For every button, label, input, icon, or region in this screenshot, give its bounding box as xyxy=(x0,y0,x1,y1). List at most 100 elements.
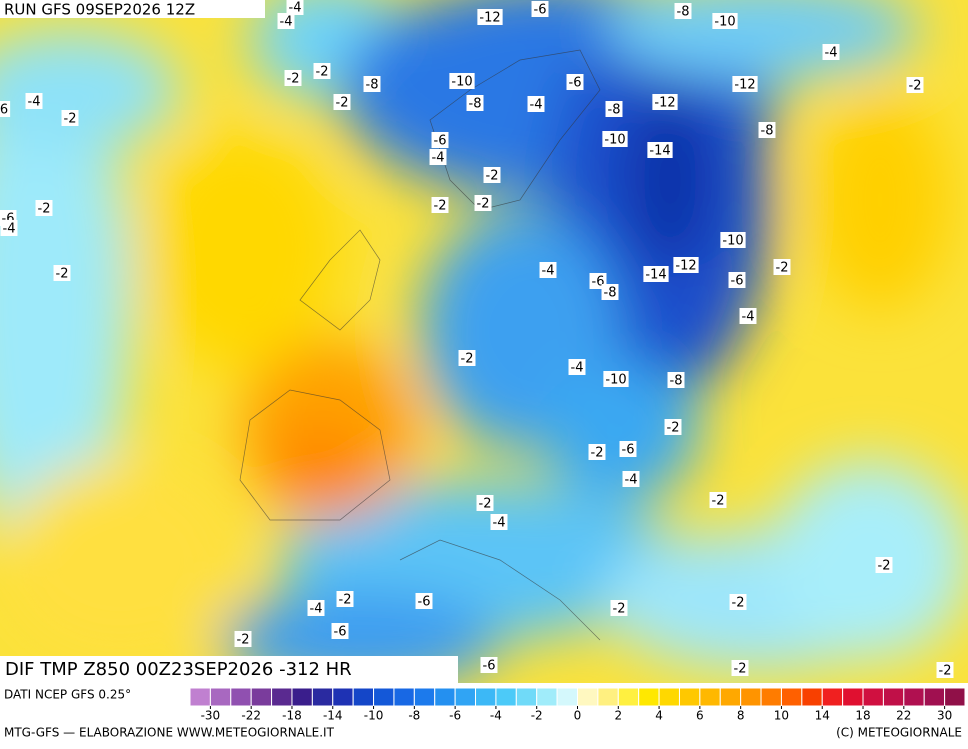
header-box xyxy=(0,0,265,18)
colorbar-swatch xyxy=(740,687,762,707)
colorbar-swatch xyxy=(352,687,375,707)
label-box xyxy=(739,308,757,324)
label-box xyxy=(0,101,11,117)
contour-label: -6 xyxy=(334,625,347,640)
contour-label: -4 xyxy=(3,222,16,237)
colorbar-swatch xyxy=(780,687,803,707)
contour-label: -4 xyxy=(280,15,293,30)
colorbar-tick-label: -30 xyxy=(201,709,221,723)
colorbar-swatch xyxy=(291,687,313,707)
label-box xyxy=(483,167,501,183)
contour-label: -6 xyxy=(622,443,635,458)
colorbar-swatch xyxy=(842,687,864,707)
label-box xyxy=(286,0,304,15)
colorbar-swatch xyxy=(230,687,252,707)
label-box xyxy=(539,262,557,278)
colorbar-tick-label: 22 xyxy=(896,709,911,723)
label-box xyxy=(610,600,628,616)
colorbar-swatch xyxy=(495,687,517,707)
contour-label: -12 xyxy=(654,96,675,111)
contour-label: -2 xyxy=(667,421,680,436)
colorbar-swatch xyxy=(617,687,640,707)
contour-label: -8 xyxy=(608,103,621,118)
contour-label: -6 xyxy=(483,659,496,674)
label-box xyxy=(601,284,619,300)
colorbar-tick-label: -10 xyxy=(364,709,384,723)
label-box xyxy=(875,557,893,573)
label-box xyxy=(588,444,606,460)
contour-label: -2 xyxy=(434,199,447,214)
label-box xyxy=(363,76,381,92)
colorbar-swatch xyxy=(821,687,844,707)
contour-label: -2 xyxy=(316,65,329,80)
contour-label: -2 xyxy=(38,202,51,217)
contour-label: -2 xyxy=(64,112,77,127)
label-box xyxy=(234,631,252,647)
contour-label: -2 xyxy=(909,79,922,94)
label-box xyxy=(431,132,449,148)
colorbar: -30 -22 -18 -14 -10 -8 -6 -4 -2 0 2 4 6 8 10 14 18 22 30 xyxy=(189,687,966,723)
label-box xyxy=(667,372,685,388)
colorbar-tick-label: -22 xyxy=(241,709,261,723)
label-box xyxy=(709,492,727,508)
label-box xyxy=(936,662,954,678)
label-box xyxy=(731,660,749,676)
colorbar-tick-label: 10 xyxy=(774,709,789,723)
label-box xyxy=(336,591,354,607)
label-box xyxy=(712,13,738,29)
label-box xyxy=(729,594,747,610)
label-box xyxy=(490,514,508,530)
contour-label: -4 xyxy=(493,516,506,531)
colorbar-tick-label: -8 xyxy=(408,709,420,723)
label-box xyxy=(53,265,71,281)
contour-label: -4 xyxy=(542,264,555,279)
label-box xyxy=(822,44,840,60)
contour-label: -4 xyxy=(310,602,323,617)
colorbar-swatch xyxy=(760,687,782,707)
label-box xyxy=(333,94,351,110)
colorbar-swatch xyxy=(332,687,354,707)
contour-label: -4 xyxy=(432,151,445,166)
label-box xyxy=(466,95,484,111)
contour-label: -2 xyxy=(486,169,499,184)
colorbar-swatch xyxy=(434,687,456,707)
run-title: RUN GFS 09SEP2026 12Z xyxy=(4,1,195,19)
label-box xyxy=(605,101,623,117)
label-box xyxy=(643,266,669,282)
colorbar-swatch xyxy=(311,687,334,707)
label-box xyxy=(458,350,476,366)
credit: MTG-GFS — ELABORAZIONE WWW.METEOGIORNALE… xyxy=(4,726,335,740)
contour-label: -2 xyxy=(56,267,69,282)
copyright: (C) METEOGIORNALE xyxy=(836,726,962,740)
colorbar-swatch xyxy=(923,687,946,707)
contour-label: -2 xyxy=(477,197,490,212)
colorbar-swatch xyxy=(475,687,497,707)
label-box xyxy=(732,76,758,92)
colorbar-swatch xyxy=(413,687,436,707)
label-box xyxy=(647,142,673,158)
colorbar-tick-label: 30 xyxy=(937,709,952,723)
label-box xyxy=(25,93,43,109)
label-box xyxy=(720,232,746,248)
colorbar-tick-label: 0 xyxy=(574,709,582,723)
contour-label: -8 xyxy=(469,97,482,112)
label-box xyxy=(277,13,295,29)
label-box xyxy=(674,3,692,19)
contour-label: 6 xyxy=(0,103,8,118)
colorbar-swatch xyxy=(209,687,232,707)
contour-label: -2 xyxy=(339,593,352,608)
contour-label: -8 xyxy=(761,124,774,139)
contour-label: -6 xyxy=(434,134,447,149)
label-box xyxy=(449,73,475,89)
contour-label: -12 xyxy=(479,11,500,26)
label-box xyxy=(0,220,18,236)
colorbar-swatch xyxy=(801,687,823,707)
contour-label: -6 xyxy=(569,76,582,91)
contour-label: -8 xyxy=(366,78,379,93)
colorbar-swatch xyxy=(719,687,742,707)
map xyxy=(0,0,968,683)
label-box xyxy=(477,9,503,25)
colorbar-tick-label: -4 xyxy=(490,709,502,723)
contour-label: -10 xyxy=(451,75,472,90)
